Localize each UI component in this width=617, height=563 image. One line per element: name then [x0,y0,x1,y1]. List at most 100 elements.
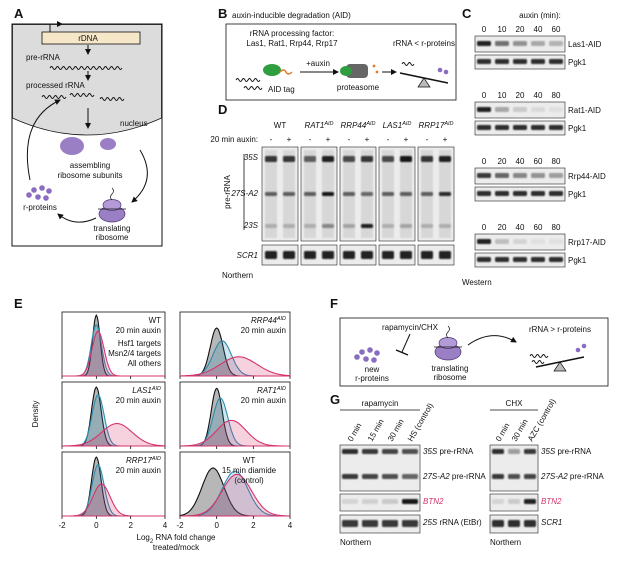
band [531,41,545,46]
strain-label-part: RRP17 [419,121,445,130]
band-label-part: 27S-A2 [422,472,450,481]
time-label: 20 [516,91,525,100]
band [439,251,451,259]
band-label: 27S-A2 [230,189,258,198]
band [495,125,509,130]
density-curve [62,330,165,377]
r-protein-dot [374,350,380,356]
time-label: 40 [534,91,543,100]
band [382,474,398,479]
band [524,499,536,504]
plot-condition: 20 min auxin [116,326,161,335]
band [421,156,433,162]
legend-entry: All others [128,359,161,368]
panel-label: C [462,6,472,21]
assembling-label: ribosome subunits [58,171,123,180]
plot-frame [179,381,291,447]
strain-label-part: WT [274,121,287,130]
plot-condition: 15 min diamide [222,466,277,475]
pre-rrna [49,66,123,70]
panel-label: D [218,102,227,117]
band [524,520,536,527]
plot-strain: LAS1AID [132,386,161,395]
band-label-part: 25S [422,518,438,527]
blot [417,244,455,266]
time-label: 0 [482,91,487,100]
band [382,156,394,162]
r-protein-dot [575,347,581,353]
protein-label: Las1-AID [568,40,602,49]
band-label: 35S pre-rRNA [541,447,592,456]
plot-frame [61,381,166,447]
plot-strain-part: WT [243,456,256,465]
band-label: 23S [243,221,259,230]
rrna [235,78,261,82]
factor [340,66,352,76]
band [421,251,433,259]
band [342,499,358,504]
band [382,449,398,454]
band [400,251,412,259]
band [513,41,527,46]
band [304,156,316,162]
band [402,520,418,527]
factor [263,64,281,76]
time-label: 80 [552,91,561,100]
plot-strain: RRP17AID [126,456,161,465]
band [362,449,378,454]
strain-label-part: RAT1 [304,121,324,130]
seesaw-beam [535,356,585,368]
time-label: 60 [552,25,561,34]
plot-strain: WT [149,316,162,325]
band [400,224,412,228]
arrow [57,213,97,223]
panel-label: F [330,296,338,311]
band-label-part: 35S [423,447,438,456]
band [477,107,491,112]
band [343,192,355,196]
band [382,224,394,228]
loading-label: Pgk1 [568,124,587,133]
x-tick-label: 2 [128,521,133,530]
time-label: 0 [482,223,487,232]
band-label-part: SCR1 [541,518,562,527]
plot-condition: 20 min auxin [116,396,161,405]
band-label-part: pre-rRNA [450,472,487,481]
band-label-part: pre-rRNA [568,472,605,481]
blot [339,244,377,266]
band [402,499,418,504]
strain-label-part: RRP44 [341,121,367,130]
blot [339,493,421,512]
f-result: rRNA > r-proteins [529,325,591,334]
band [531,173,545,178]
time-label: 60 [534,157,543,166]
band [265,192,277,196]
strain-label-part: AID [401,121,411,127]
band [549,239,563,244]
panel-label: G [330,392,340,407]
band [549,107,563,112]
lane-label: 15 min [366,418,386,443]
nascent-chain [110,187,114,201]
rdna-label: rDNA [78,34,98,43]
band [382,520,398,527]
rrna [243,86,263,90]
band [402,474,418,479]
band [362,520,378,527]
band-label: BTN2 [541,497,562,506]
subunit [100,138,116,150]
band [283,224,295,228]
band [343,156,355,162]
nascent-chain [446,325,450,339]
band [549,257,563,262]
translating-label: ribosome [96,233,129,242]
strain-label-part: AID [323,121,333,127]
band [361,224,373,228]
lane-label: 0 min [346,422,364,443]
plot-strain-part: AID [151,456,161,462]
band [549,125,563,130]
x-tick-label: 4 [288,521,293,530]
band-label-part: rRNA (EtBr) [437,518,482,527]
band [362,499,378,504]
band [492,499,504,504]
